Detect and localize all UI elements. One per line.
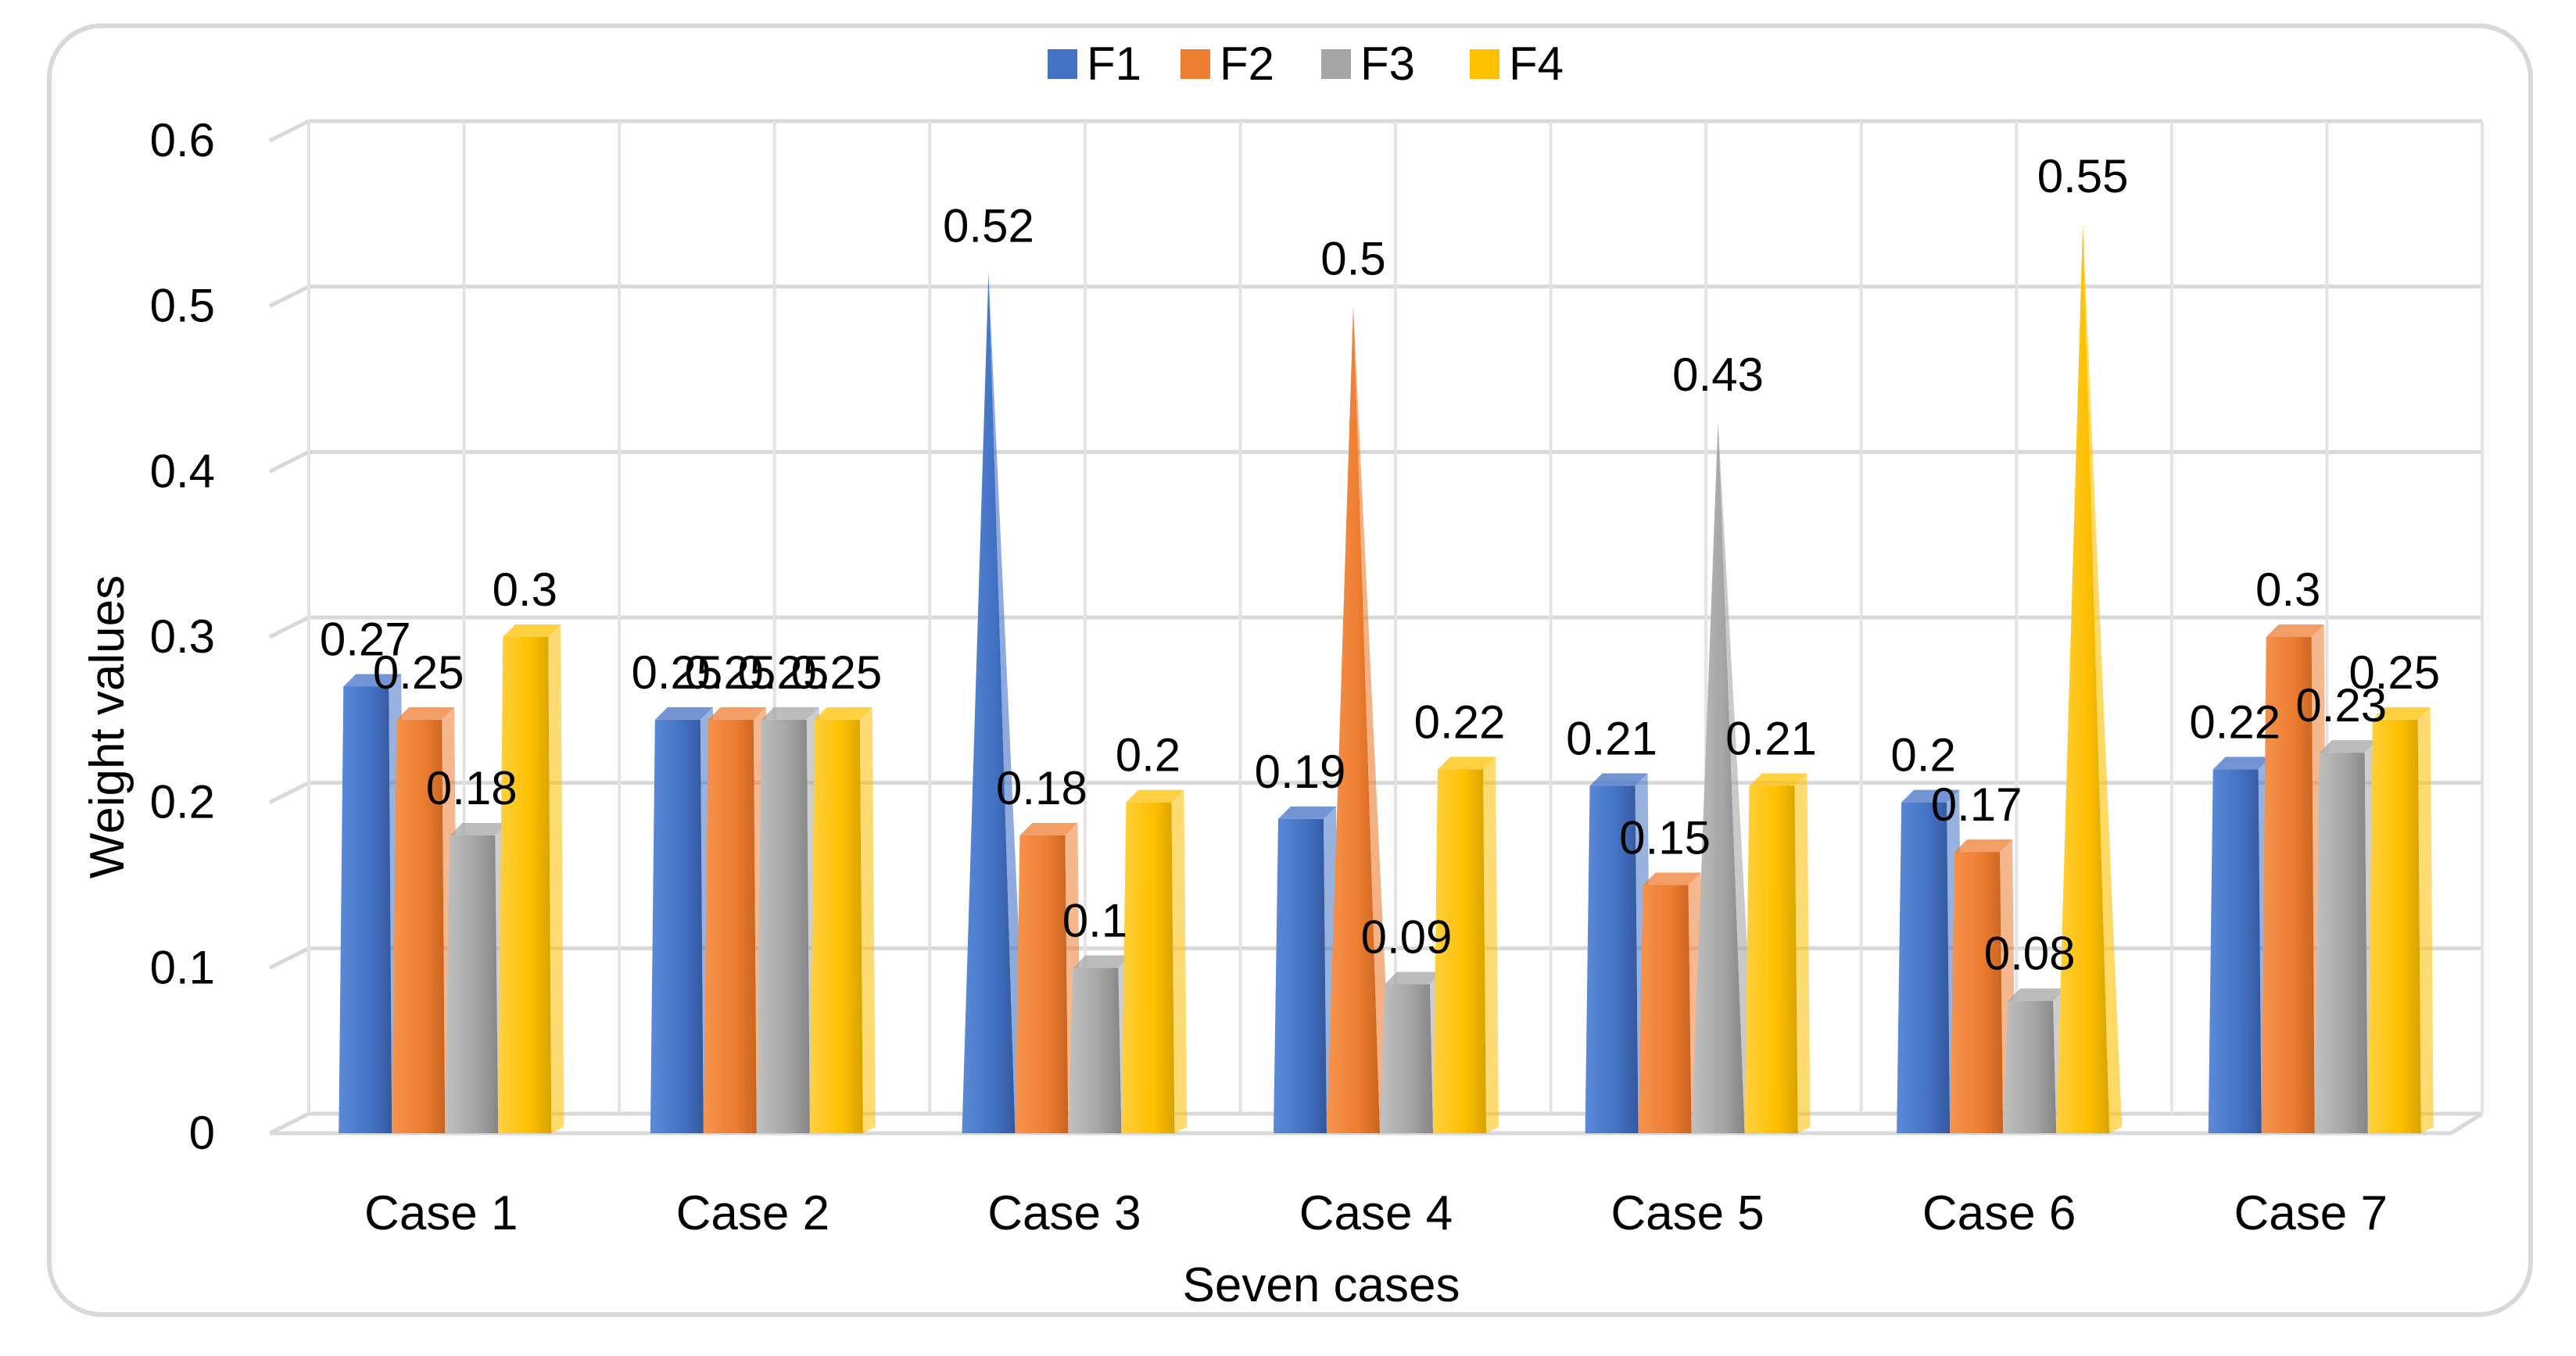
y-tick-label: 0.3 [150,610,215,663]
legend-swatch [1470,49,1499,79]
y-tick-label: 0.6 [150,114,215,166]
data-label: 0.25 [2348,646,2440,699]
bar-face [2368,720,2421,1133]
bar-f4-3 [1121,790,1187,1133]
bar-face [1639,886,1692,1134]
bar-face [1380,985,1433,1134]
legend-label: F3 [1360,38,1415,90]
bar-face [757,720,810,1133]
bar-f4-5 [1745,774,1811,1134]
x-tick-label: Case 1 [364,1186,518,1240]
data-label: 0.22 [1414,696,1506,748]
data-label: 0.09 [1361,911,1453,964]
y-tick-label: 0.5 [150,280,215,332]
x-tick-label: Case 4 [1299,1186,1453,1240]
data-label: 0.5 [1320,233,1385,285]
data-label: 0.21 [1566,713,1657,765]
gridline-diag [270,452,309,471]
data-label: 0.25 [790,646,882,699]
bar-face [1950,852,2003,1133]
legend-item-f3: F3 [1321,38,1415,90]
data-label: 0.18 [996,762,1087,814]
data-label: 0.52 [943,199,1034,252]
x-tick-label: Case 2 [676,1186,829,1240]
data-label: 0.18 [426,762,518,814]
bar-face [2003,1001,2056,1133]
data-label: 0.55 [2037,150,2129,202]
gridline-diag [270,121,309,141]
data-label: 0.25 [373,646,464,699]
bar-f2-4 [1327,306,1392,1133]
legend: F1 F2 F3 F4 [1048,38,1564,90]
floor-edge [2451,1114,2482,1133]
legend-label: F1 [1087,38,1141,90]
bar-face [2315,753,2368,1133]
bar-chart: 00.10.20.30.40.50.6 0.270.250.180.3Case … [0,0,2576,1356]
y-tick-label: 0.2 [150,776,215,828]
data-label: 0.08 [1984,928,2076,980]
legend-swatch [1048,49,1077,79]
data-label: 0.1 [1062,894,1127,946]
bar-face [650,720,704,1133]
bar-face [339,687,392,1134]
bar-face [1015,835,1068,1133]
y-tick-label: 0.1 [150,941,215,993]
bar-face [1068,968,1121,1133]
bar-f4-6 [2056,224,2122,1133]
bar-face [498,637,551,1133]
data-label: 0.17 [1931,778,2022,831]
data-label: 0.3 [2255,564,2320,616]
legend-item-f4: F4 [1470,38,1564,90]
bar-face [1897,803,1950,1133]
bar-face [704,720,757,1133]
data-label: 0.3 [493,564,557,616]
bar-f4-1 [498,624,564,1133]
data-label: 0.21 [1725,713,1817,765]
legend-item-f2: F2 [1181,38,1274,90]
bar-face [445,835,498,1133]
bar-face [810,720,863,1133]
bar-face [2209,769,2262,1133]
legend-label: F4 [1509,38,1564,90]
data-label: 0.22 [2189,696,2280,748]
x-tick-label: Case 3 [987,1186,1141,1240]
legend-swatch [1181,49,1210,79]
legend-swatch [1321,49,1351,79]
y-axis-title: Weight values [81,575,134,878]
gridline-diag [270,287,309,306]
bar-f4-2 [810,707,876,1133]
x-axis-title: Seven cases [1183,1258,1460,1312]
x-tick-label: Case 5 [1610,1186,1764,1240]
data-label: 0.43 [1672,349,1764,401]
data-label: 0.19 [1255,746,1346,798]
bar-face [1121,803,1174,1133]
legend-label: F2 [1220,38,1274,90]
data-label: 0.15 [1619,812,1711,864]
bar-face [1274,819,1327,1133]
gridline-diag [270,783,309,803]
x-tick-label: Case 7 [2234,1186,2387,1240]
y-tick-label: 0 [189,1107,215,1159]
gridline-diag [270,1114,309,1133]
gridline-diag [270,948,309,968]
x-tick-label: Case 6 [1922,1186,2076,1240]
data-label: 0.2 [1116,729,1181,782]
y-tick-label: 0.4 [150,445,215,497]
data-label: 0.2 [1890,729,1955,782]
bar-face [1745,786,1798,1134]
bar-f4-7 [2368,707,2434,1133]
gridline-diag [270,617,309,637]
legend-item-f1: F1 [1048,38,1141,90]
